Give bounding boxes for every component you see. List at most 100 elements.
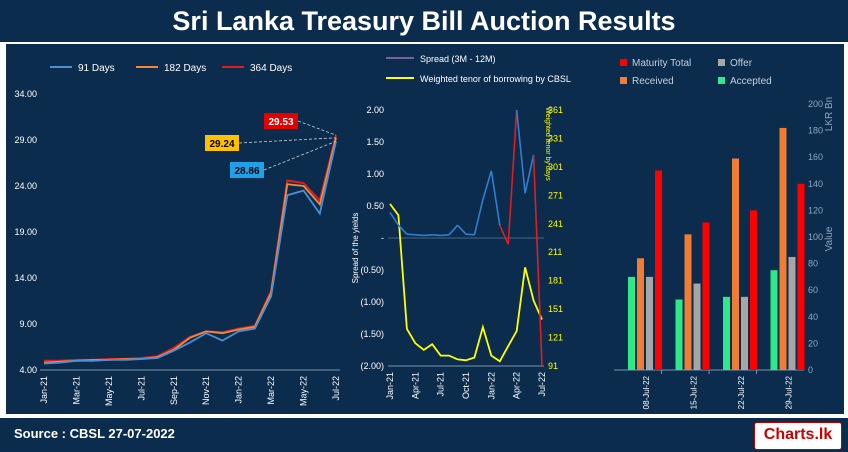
y-tick-label: 34.00: [14, 89, 37, 99]
spread-segment: [440, 234, 450, 237]
callout-box: [230, 162, 264, 178]
x-tick-label: 29-Jul-22: [785, 375, 794, 409]
callout-leader: [297, 120, 337, 136]
x-tick-label: 22-Jul-22: [737, 375, 746, 409]
spread-segment: [406, 233, 416, 236]
y-axis-label-secondary: Value: [824, 226, 835, 251]
y-tick-label: 40: [808, 312, 818, 322]
x-tick-label: 08-Jul-22: [642, 375, 651, 409]
legend-label: Received: [632, 76, 674, 87]
x-tick-label: Jul-21: [136, 376, 146, 401]
x-tick-label: Oct-21: [461, 372, 471, 399]
y-tick-label: 2.00: [366, 105, 384, 115]
bar-offer: [646, 276, 653, 370]
y-tick-label: 1.00: [366, 169, 384, 179]
y-axis-label: LKR Bn: [824, 97, 835, 131]
x-tick-label: Sep-21: [169, 376, 179, 405]
x-tick-label: Jul-22: [537, 372, 547, 397]
y2-tick-label: 241: [548, 219, 563, 229]
y-tick-label: 160: [808, 152, 823, 162]
x-tick-label: Apr-22: [512, 372, 522, 399]
x-tick-label: May-22: [299, 376, 309, 406]
spread-segment: [465, 233, 475, 236]
y-tick-label: (1.00): [360, 297, 384, 307]
x-tick-label: Jan-22: [486, 372, 496, 400]
chart-panel: 4.00 9.00 14.00 19.00 24.00 29.00 34.00 Jan-21 M…: [6, 44, 844, 414]
spread-segment: [415, 234, 424, 237]
series-line-182-days: [43, 137, 337, 364]
footer: Source : CBSL 27-07-2022 Charts.lk: [0, 418, 848, 452]
callout-leader: [263, 140, 337, 171]
callout-box: [264, 113, 298, 129]
page-title: Sri Lanka Treasury Bill Auction Results: [172, 6, 676, 36]
y-tick-label: 80: [808, 259, 818, 269]
legend-label: 182 Days: [164, 63, 206, 74]
y-tick-label: 200: [808, 99, 823, 109]
series-line-364-days: [44, 134, 337, 362]
y2-axis-label: Weighted tenor by days: [544, 107, 551, 181]
callout-value: 28.86: [234, 166, 259, 177]
callout-value: 29.53: [268, 117, 293, 128]
y-tick-label: 20: [808, 338, 818, 348]
spread-segment: [397, 224, 408, 235]
bar-received: [637, 258, 644, 370]
spread-segment: [432, 234, 441, 237]
bar-maturity-total: [702, 222, 710, 370]
bar-received: [684, 234, 692, 370]
spread-segment: [423, 234, 433, 237]
legend-swatch-offer: [718, 59, 725, 66]
bar-maturity-total: [797, 183, 805, 370]
spread-segment: [490, 170, 501, 226]
y-tick-label: -: [381, 233, 384, 243]
legend-swatch-accepted: [718, 77, 725, 84]
bar-accepted: [675, 299, 683, 370]
y-tick-label: 4.00: [19, 365, 37, 375]
spread-segment: [524, 154, 535, 194]
callout-leader: [238, 137, 337, 144]
x-tick-label: Jan-21: [385, 372, 395, 400]
y-tick-label: 100: [808, 232, 823, 242]
y2-tick-label: 181: [548, 276, 563, 286]
y2-tick-label: 91: [548, 361, 558, 371]
y-axis-label: Spread of the yields: [351, 213, 360, 284]
legend-label: 91 Days: [78, 63, 115, 74]
series-line-weighted-tenor: [389, 203, 543, 363]
charts-canvas: 4.00 9.00 14.00 19.00 24.00 29.00 34.00 Jan-21 M…: [14, 54, 835, 409]
y-tick-label: 29.00: [14, 135, 37, 145]
y2-tick-label: 211: [548, 247, 562, 257]
legend-label: Offer: [730, 58, 753, 69]
title-bar: Sri Lanka Treasury Bill Auction Results: [0, 0, 848, 42]
y-tick-label: 19.00: [14, 227, 37, 237]
logo-text: Charts.lk: [763, 426, 833, 443]
spread-segment: [507, 109, 518, 245]
y-tick-label: 14.00: [14, 273, 37, 283]
x-tick-label: 15-Jul-22: [690, 375, 699, 409]
y-tick-label: 60: [808, 285, 818, 295]
x-tick-label: Jul-21: [436, 372, 446, 397]
series-line-91-days: [43, 141, 337, 365]
spread-segment: [499, 224, 509, 245]
legend-label: Spread (3M - 12M): [420, 54, 496, 64]
legend-label: 364 Days: [250, 63, 292, 74]
legend-label: Maturity Total: [632, 58, 691, 69]
callout-value: 29.24: [209, 139, 234, 150]
y-tick-label: (1.50): [360, 329, 384, 339]
bar-offer: [741, 296, 748, 370]
y2-tick-label: 271: [548, 190, 563, 200]
bar-offer: [693, 283, 701, 370]
y2-tick-label: 151: [548, 304, 563, 314]
y2-tick-label: 331: [548, 133, 563, 143]
bar-received: [732, 158, 739, 370]
x-tick-label: Jan-22: [234, 376, 244, 404]
bar-accepted: [628, 276, 635, 370]
legend-swatch-maturity-total: [620, 59, 627, 66]
y2-tick-label: 361: [548, 105, 563, 115]
bar-maturity-total: [655, 170, 662, 370]
x-tick-label: May-21: [104, 376, 114, 406]
spread-segment: [448, 224, 459, 236]
source-text: Source : CBSL 27-07-2022: [14, 426, 175, 441]
y-tick-label: (2.00): [360, 361, 384, 371]
y-tick-label: (0.50): [360, 265, 384, 275]
spread-segment: [532, 154, 543, 367]
